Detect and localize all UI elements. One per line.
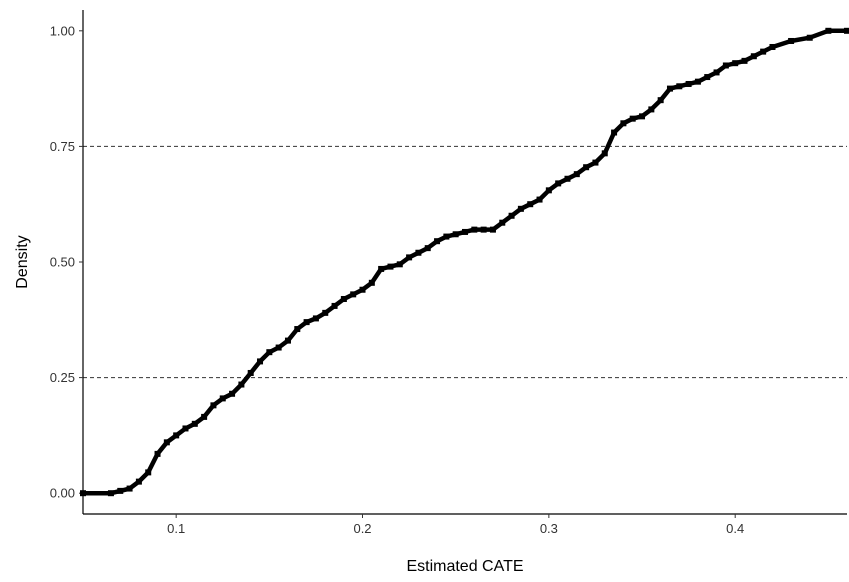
ecdf-point xyxy=(359,286,366,293)
ecdf-point xyxy=(508,212,515,219)
ecdf-point xyxy=(685,80,692,87)
ecdf-point xyxy=(126,485,133,492)
y-tick-label: 0.75 xyxy=(50,139,75,154)
ecdf-point xyxy=(844,27,849,34)
ecdf-point xyxy=(471,226,478,233)
x-tick-label: 0.4 xyxy=(726,521,744,536)
ecdf-point xyxy=(480,226,487,233)
ecdf-point xyxy=(806,34,813,41)
ecdf-point xyxy=(499,219,506,226)
ecdf-point xyxy=(750,53,757,60)
y-tick-label: 0.25 xyxy=(50,370,75,385)
y-tick-label: 1.00 xyxy=(50,23,75,38)
ecdf-point xyxy=(489,226,496,233)
ecdf-point xyxy=(312,315,319,322)
x-tick-label: 0.3 xyxy=(540,521,558,536)
ecdf-point xyxy=(732,60,739,67)
ecdf-point xyxy=(406,254,413,261)
ecdf-point xyxy=(275,344,282,351)
y-axis-title: Density xyxy=(14,235,31,288)
ecdf-point xyxy=(145,469,152,476)
ecdf-point xyxy=(201,413,208,420)
ecdf-point xyxy=(666,85,673,92)
ecdf-point xyxy=(415,249,422,256)
ecdf-point xyxy=(210,402,217,409)
ecdf-point xyxy=(331,302,338,309)
ecdf-point xyxy=(443,233,450,240)
ecdf-point xyxy=(462,228,468,235)
ecdf-point xyxy=(648,106,655,113)
x-axis-title: Estimated CATE xyxy=(406,558,523,575)
ecdf-point xyxy=(284,337,291,344)
ecdf-point xyxy=(583,164,590,171)
ecdf-point xyxy=(573,171,580,178)
ecdf-point xyxy=(107,490,114,497)
ecdf-point xyxy=(564,175,571,182)
ecdf-point xyxy=(527,201,534,208)
ecdf-point xyxy=(694,78,701,85)
ecdf-point xyxy=(825,27,832,34)
ecdf-point xyxy=(657,97,664,104)
ecdf-point xyxy=(340,295,347,302)
ecdf-point xyxy=(154,450,161,457)
ecdf-point xyxy=(434,238,441,245)
ecdf-point xyxy=(517,205,524,212)
ecdf-point xyxy=(704,74,711,81)
ecdf-point xyxy=(760,48,767,55)
ecdf-point xyxy=(629,115,636,122)
ecdf-point xyxy=(639,113,646,120)
y-tick-label: 0.50 xyxy=(50,255,75,270)
ecdf-point xyxy=(229,390,236,397)
ecdf-point xyxy=(163,439,170,446)
ecdf-point xyxy=(303,319,310,326)
ecdf-point xyxy=(536,196,543,203)
series-layer xyxy=(80,27,849,497)
x-tick-label: 0.1 xyxy=(167,521,185,536)
ecdf-point xyxy=(294,326,301,333)
ecdf-point xyxy=(266,349,273,356)
ecdf-point xyxy=(611,129,618,136)
ecdf-point xyxy=(676,83,683,90)
ecdf-point xyxy=(545,187,552,194)
ecdf-point xyxy=(601,150,608,157)
ecdf-point xyxy=(135,478,142,485)
ecdf-point xyxy=(769,43,776,50)
ecdf-point xyxy=(424,245,431,252)
ecdf-point xyxy=(396,261,403,268)
ecdf-point xyxy=(722,62,729,69)
ecdf-point xyxy=(387,263,394,270)
ecdf-point xyxy=(741,57,748,64)
x-tick-label: 0.2 xyxy=(353,521,371,536)
ecdf-point xyxy=(592,159,599,166)
x-ticks: 0.1 0.2 0.3 0.4 xyxy=(167,514,744,536)
y-tick-label: 0.00 xyxy=(50,486,75,501)
ecdf-point xyxy=(350,291,357,298)
ecdf-point xyxy=(368,279,375,286)
ecdf-point xyxy=(257,358,264,365)
reference-lines xyxy=(83,145,847,379)
ecdf-point xyxy=(713,69,720,76)
ecdf-point xyxy=(191,420,198,427)
axes xyxy=(82,10,847,515)
ecdf-point xyxy=(322,309,329,316)
ecdf-point xyxy=(238,381,245,388)
ecdf-point xyxy=(219,395,226,402)
y-ticks: 0.00 0.25 0.50 0.75 1.00 xyxy=(50,23,83,501)
ecdf-point xyxy=(452,231,459,238)
ecdf-point xyxy=(378,265,385,272)
ecdf-point xyxy=(247,369,254,376)
ecdf-point xyxy=(117,487,124,494)
ecdf-point xyxy=(555,180,562,187)
ecdf-point xyxy=(182,425,189,432)
ecdf-point xyxy=(80,490,86,497)
ecdf-point xyxy=(620,120,627,127)
ecdf-point xyxy=(173,432,180,439)
ecdf-point xyxy=(788,37,795,44)
